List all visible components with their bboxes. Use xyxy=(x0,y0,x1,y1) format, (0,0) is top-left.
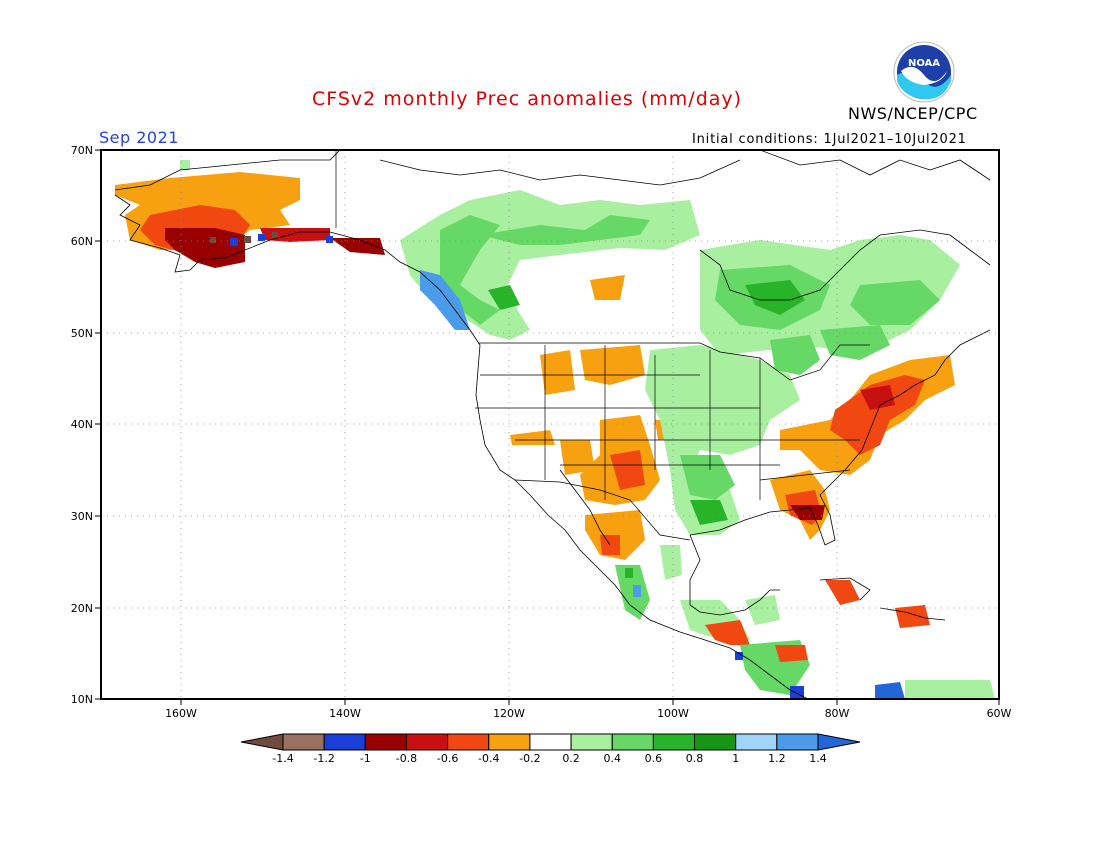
colorbar-max-arrow xyxy=(817,733,861,751)
colorbar-label: -1.2 xyxy=(313,752,334,765)
colorbar-box xyxy=(364,733,407,751)
lat-label: 70N xyxy=(71,144,93,157)
lon-label: 100W xyxy=(657,707,689,720)
lon-label: 80W xyxy=(825,707,850,720)
colorbar-box xyxy=(282,733,325,751)
colorbar-label: 0.2 xyxy=(562,752,580,765)
colorbar-box xyxy=(611,733,654,751)
colorbar-label: 0.8 xyxy=(686,752,704,765)
forecast-month: Sep 2021 xyxy=(99,128,179,147)
colorbar-label: -0.4 xyxy=(478,752,499,765)
lat-label: 30N xyxy=(71,510,93,523)
colorbar-box xyxy=(405,733,449,751)
colorbar-label: 0.4 xyxy=(603,752,621,765)
lon-label: 140W xyxy=(329,707,361,720)
colorbar-box xyxy=(570,733,613,751)
chart-title: CFSv2 monthly Prec anomalies (mm/day) xyxy=(312,88,743,110)
lat-label: 40N xyxy=(71,418,93,431)
colorbar: -1.4 -1.2 -1 -0.8 -0.6 -0.4 -0.2 0.2 0.4 0.6 0.8 1 1… xyxy=(240,733,861,765)
colorbar-label: 1 xyxy=(732,752,739,765)
colorbar-box xyxy=(488,733,531,751)
colorbar-label: 1.2 xyxy=(768,752,786,765)
lon-label: 120W xyxy=(493,707,525,720)
colorbar-min-arrow xyxy=(240,733,284,751)
colorbar-box xyxy=(529,733,572,751)
colorbar-box xyxy=(776,733,819,751)
colorbar-label: 1.4 xyxy=(809,752,827,765)
colorbar-box xyxy=(735,733,778,751)
tick-marks xyxy=(95,149,1000,705)
colorbar-label: -0.6 xyxy=(437,752,458,765)
borders xyxy=(335,150,870,541)
colorbar-label: 0.6 xyxy=(645,752,663,765)
initial-conditions: Initial conditions: 1Jul2021–10Jul2021 xyxy=(692,132,967,147)
lat-label: 10N xyxy=(71,693,93,706)
agency-label: NWS/NCEP/CPC xyxy=(848,104,978,123)
colorbar-box xyxy=(447,733,490,751)
colorbar-label: -0.2 xyxy=(519,752,540,765)
colorbar-box xyxy=(694,733,737,751)
lat-label: 50N xyxy=(71,327,93,340)
noaa-logo-text: NOAA xyxy=(908,58,940,69)
noaa-logo-icon: NOAA xyxy=(893,41,955,103)
colorbar-label: -0.8 xyxy=(396,752,417,765)
colorbar-box xyxy=(652,733,696,751)
colorbar-box xyxy=(323,733,366,751)
colorbar-label: -1.4 xyxy=(272,752,293,765)
anomaly-field xyxy=(115,160,995,699)
lon-label: 160W xyxy=(165,707,197,720)
lat-label: 60N xyxy=(71,235,93,248)
colorbar-label: -1 xyxy=(360,752,371,765)
coastlines xyxy=(114,150,991,699)
lat-label: 20N xyxy=(71,602,93,615)
lon-label: 60W xyxy=(987,707,1012,720)
